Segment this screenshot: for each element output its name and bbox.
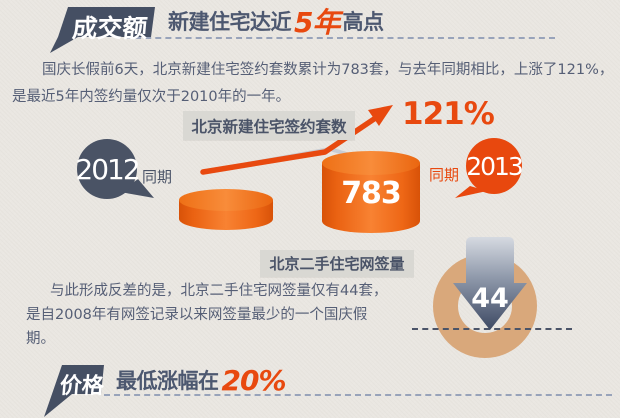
deal-title-highlight: 5年 — [294, 6, 340, 39]
down-arrow-icon — [453, 237, 527, 330]
deal-banner-label: 成交额 — [66, 9, 153, 45]
speech-bubble-2013: 2013 — [466, 138, 524, 194]
speech-bubble-2012: 2012 — [75, 139, 141, 199]
price-banner-flag — [44, 365, 104, 417]
price-banner-label: 价格 — [59, 368, 106, 400]
second-hand-label-text: 北京二手住宅网签量 — [269, 255, 405, 273]
price-title: 最低涨幅在 20% — [116, 363, 289, 397]
bubble-2012-note: 同期 — [142, 168, 173, 186]
new-home-chart-label: 北京新建住宅签约套数 — [183, 111, 355, 140]
bubble-2013-note: 同期 — [429, 166, 460, 184]
price-title-highlight: 20% — [221, 363, 287, 397]
second-hand-label: 北京二手住宅网签量 — [260, 250, 414, 277]
cylinder-2013 — [322, 151, 420, 233]
deal-banner-text: 成交额 — [71, 14, 149, 43]
deal-title-pre: 新建住宅达近 — [168, 10, 292, 34]
cylinder-2013-value: 783 — [341, 176, 402, 211]
deal-title-post: 高点 — [342, 10, 384, 34]
second-hand-paragraph: 与此形成反差的是，北京二手住宅网签量仅有44套，是自2008年有网签记录以来网签… — [26, 283, 388, 347]
growth-arrow-icon — [200, 105, 393, 175]
cylinder-2012 — [179, 189, 273, 230]
bubble-2013-year: 2013 — [466, 151, 524, 181]
deal-banner-flag — [50, 7, 155, 53]
deal-paragraph: 国庆长假前6天，北京新建住宅签约套数累计为783套，与去年同期相比，上涨了121… — [12, 62, 614, 105]
ring-dashed-rule — [412, 328, 572, 330]
deal-title: 新建住宅达近 5年 高点 — [168, 5, 384, 39]
new-home-chart-label-text: 北京新建住宅签约套数 — [191, 117, 347, 136]
header-dashed-rule — [125, 37, 555, 39]
growth-percentage: 121% — [402, 96, 495, 132]
footer-dashed-rule — [104, 394, 612, 396]
price-banner-text: 价格 — [58, 374, 105, 399]
down-arrow-value: 44 — [471, 283, 509, 314]
bubble-2012-year: 2012 — [75, 152, 140, 186]
price-title-pre: 最低涨幅在 — [116, 369, 219, 393]
bubble-2012-tail — [120, 179, 154, 198]
